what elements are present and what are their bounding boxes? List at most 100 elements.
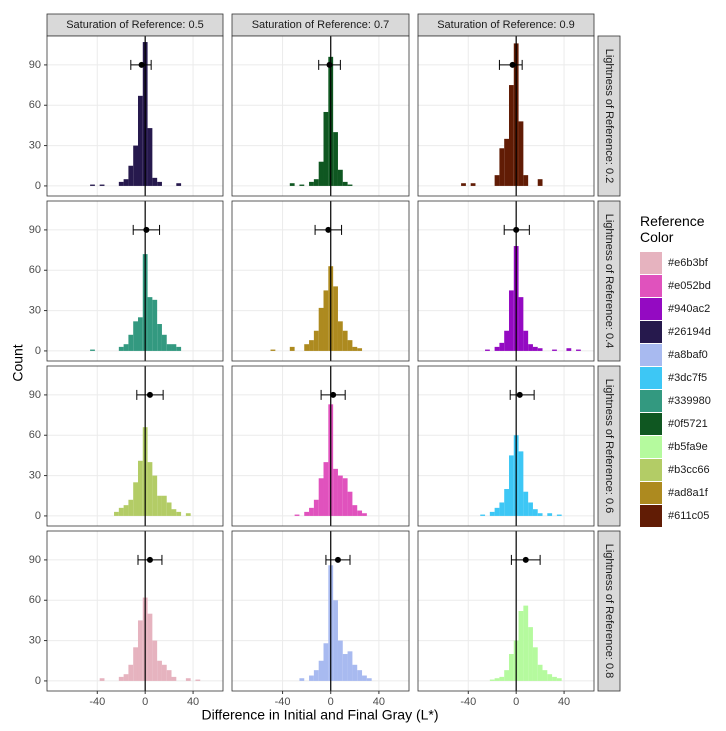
bar <box>480 514 486 516</box>
legend-item: #611c05 <box>640 504 720 527</box>
strip-label: Lightness of Reference: 0.4 <box>603 214 615 349</box>
bar <box>318 660 324 681</box>
mean-point <box>516 391 523 398</box>
bar <box>489 679 495 681</box>
y-tick-label: 0 <box>35 345 41 357</box>
bar <box>352 664 358 681</box>
bar <box>299 678 305 681</box>
panel-border <box>46 365 224 527</box>
bar <box>542 670 548 681</box>
legend-swatch <box>640 251 662 274</box>
bar <box>342 181 348 186</box>
bar <box>504 330 509 351</box>
bar <box>123 505 129 516</box>
panel-border <box>231 200 410 362</box>
y-tick-label: 0 <box>35 510 41 522</box>
bar <box>347 491 353 516</box>
bar <box>552 349 557 351</box>
bar <box>494 507 500 516</box>
bar <box>147 297 153 351</box>
bar <box>333 132 338 186</box>
bar <box>508 85 514 186</box>
bar <box>304 344 310 351</box>
bar <box>499 502 505 516</box>
bar <box>185 513 191 516</box>
bar <box>176 183 182 186</box>
legend-swatch <box>640 366 662 389</box>
strip <box>597 200 621 362</box>
legend-item: #26194d <box>640 320 720 343</box>
strip <box>597 35 621 197</box>
bar <box>313 330 319 351</box>
legend-label: #940ac2 <box>668 302 711 315</box>
bar <box>90 184 95 186</box>
bar <box>532 346 538 351</box>
bar <box>547 674 553 681</box>
bar <box>537 664 543 681</box>
bar <box>152 475 158 516</box>
bar <box>470 183 476 186</box>
y-tick-label: 90 <box>29 389 41 401</box>
bar <box>489 511 495 516</box>
bar <box>494 175 500 186</box>
bar <box>537 513 543 516</box>
legend-swatch <box>640 343 662 366</box>
y-tick-label: 90 <box>29 554 41 566</box>
legend-item: #b3cc66 <box>640 458 720 481</box>
mean-point <box>146 391 153 398</box>
bar <box>342 478 348 516</box>
strip <box>597 365 621 527</box>
bar <box>337 321 343 351</box>
bar <box>157 495 162 516</box>
panel-border <box>417 530 595 692</box>
legend-label: #3dc7f5 <box>668 371 708 384</box>
legend-item: #ad8a1f <box>640 481 720 504</box>
legend-swatch <box>640 458 662 481</box>
bar <box>123 344 129 351</box>
bar <box>176 346 182 351</box>
x-tick-label: -40 <box>89 696 105 708</box>
x-tick-label: -40 <box>275 696 291 708</box>
bar <box>118 181 124 186</box>
legend-item: #3dc7f5 <box>640 366 720 389</box>
bar <box>357 670 363 681</box>
bar <box>128 334 134 351</box>
bar <box>523 175 529 186</box>
bar <box>323 111 329 186</box>
legend-item: #b5fa9e <box>640 435 720 458</box>
bar <box>152 640 158 681</box>
bar <box>508 455 514 516</box>
bar <box>137 460 143 516</box>
y-tick-label: 60 <box>29 99 41 111</box>
bar <box>152 177 158 186</box>
bar <box>523 605 529 681</box>
bar <box>485 349 490 351</box>
bar <box>304 511 310 516</box>
bar <box>518 121 524 186</box>
bar <box>532 647 538 681</box>
bar <box>185 678 191 681</box>
bar <box>523 330 529 351</box>
bar <box>289 183 295 186</box>
bar <box>528 502 533 516</box>
legend-item: #940ac2 <box>640 297 720 320</box>
bar <box>508 654 514 681</box>
bar <box>461 183 466 186</box>
bar <box>537 348 543 351</box>
strip <box>597 530 621 692</box>
y-tick-label: 0 <box>35 675 41 687</box>
x-tick-label: 40 <box>187 696 199 708</box>
bar <box>313 179 319 186</box>
bar <box>309 675 314 681</box>
legend-swatch <box>640 320 662 343</box>
mean-point <box>509 61 516 68</box>
bar <box>133 321 138 351</box>
mean-point <box>513 226 520 233</box>
bar <box>528 627 533 681</box>
panel-border <box>417 200 595 362</box>
panel-border <box>231 35 410 197</box>
legend-item: #a8baf0 <box>640 343 720 366</box>
bar <box>133 145 138 186</box>
x-axis-title: Difference in Initial and Final Gray (L*… <box>201 707 438 723</box>
legend-label: #611c05 <box>668 509 710 522</box>
